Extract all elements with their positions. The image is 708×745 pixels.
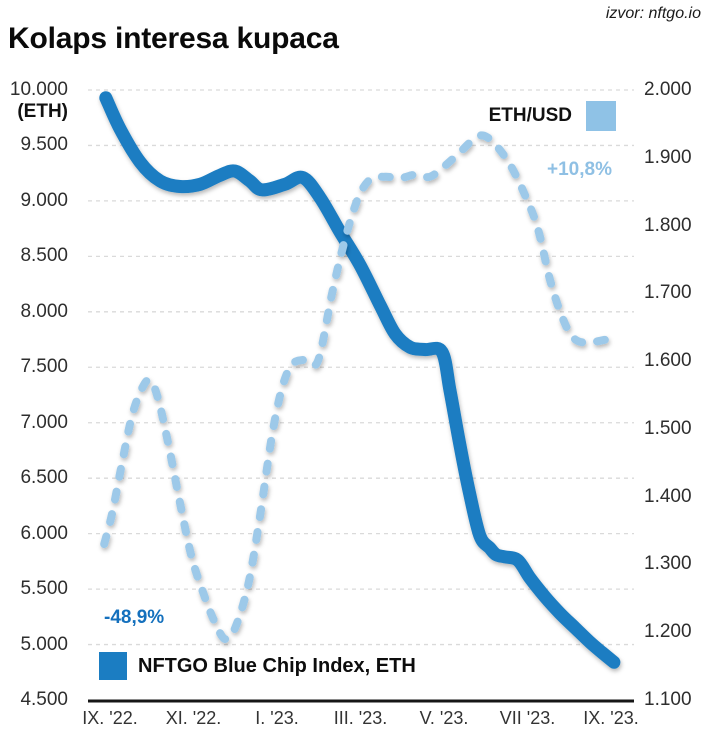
left-axis-tick: 6.500 [20, 467, 68, 489]
right-axis-tick: 1.100 [644, 689, 692, 710]
legend-nftgo: NFTGO Blue Chip Index, ETH [99, 652, 416, 680]
eth-usd-change-label: +10,8% [547, 159, 612, 180]
right-axis-tick: 1.800 [644, 214, 692, 236]
left-axis-tick: 8.500 [20, 245, 68, 267]
x-axis-tick: I. '23. [255, 708, 299, 728]
right-axis-tick: 2.000 [644, 79, 692, 100]
nftgo-line [99, 91, 621, 669]
left-axis-tick: 7.500 [20, 356, 68, 378]
eth-usd-swatch [586, 101, 616, 131]
x-axis-tick: IX. '22. [82, 708, 138, 728]
right-axis-tick: 1.400 [644, 485, 692, 507]
x-axis-tick: IX. '23. [583, 708, 639, 728]
left-axis-tick: 6.000 [20, 522, 68, 544]
x-axis-tick: III. '23. [333, 708, 388, 728]
legend-eth-usd: ETH/USD [420, 101, 616, 131]
right-axis-tick: 1.900 [644, 146, 692, 168]
nftgo-swatch [99, 652, 127, 680]
x-axis-tick: XI. '22. [165, 708, 222, 728]
left-axis-tick: 5.000 [20, 633, 68, 655]
right-axis-tick: 1.300 [644, 553, 692, 575]
left-axis-tick: 8.000 [20, 300, 68, 322]
x-axis-tick: V. '23. [419, 708, 469, 728]
right-axis-tick: 1.700 [644, 282, 692, 304]
nftgo-change-label: -48,9% [104, 607, 165, 628]
left-axis-tick: 7.000 [20, 411, 68, 433]
left-axis-tick: 9.500 [20, 134, 68, 156]
x-axis-tick: VII '23. [499, 708, 556, 728]
right-axis-tick: 1.200 [644, 621, 692, 643]
right-axis-tick: 1.600 [644, 350, 692, 372]
chart-title: Kolaps interesa kupaca [8, 22, 339, 55]
left-axis-tick: 5.500 [20, 578, 68, 600]
left-axis-tick: 9.000 [20, 189, 68, 211]
left-axis-tick: 4.500 [20, 689, 68, 710]
legend-eth-usd-label: ETH/USD [488, 105, 572, 126]
right-axis-tick: 1.500 [644, 417, 692, 439]
source-credit: izvor: nftgo.io [605, 5, 701, 22]
left-axis-tick: 10.000 [9, 79, 68, 100]
legend-nftgo-label: NFTGO Blue Chip Index, ETH [138, 654, 416, 677]
eth-usd-line [100, 131, 620, 644]
left-axis-unit: (ETH) [17, 101, 68, 122]
